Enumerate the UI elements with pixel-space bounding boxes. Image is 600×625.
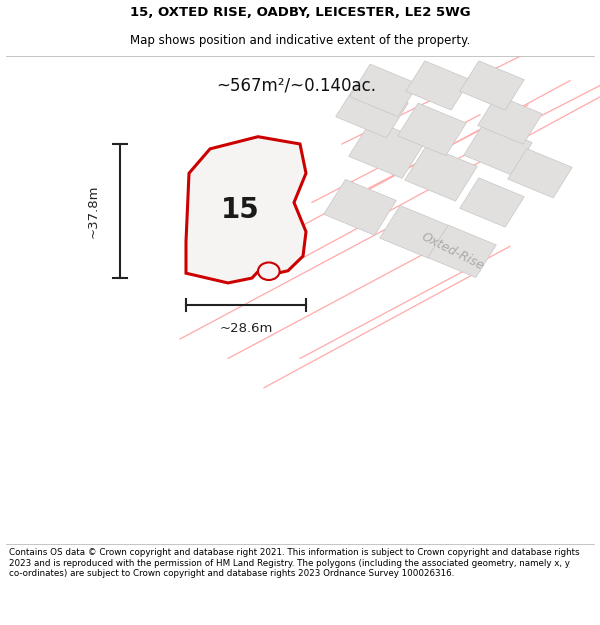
Text: 15: 15: [221, 196, 259, 224]
Bar: [508, 149, 572, 198]
Bar: [398, 103, 466, 156]
Polygon shape: [201, 181, 249, 234]
Text: ~28.6m: ~28.6m: [220, 322, 272, 335]
Text: Map shows position and indicative extent of the property.: Map shows position and indicative extent…: [130, 34, 470, 47]
Text: Contains OS data © Crown copyright and database right 2021. This information is : Contains OS data © Crown copyright and d…: [9, 548, 580, 578]
Bar: [380, 206, 448, 258]
Text: ~37.8m: ~37.8m: [86, 184, 100, 238]
Circle shape: [258, 262, 280, 280]
Bar: [406, 61, 470, 110]
Text: Oxted-Rise: Oxted-Rise: [419, 230, 487, 272]
Bar: [428, 225, 496, 278]
Bar: [349, 119, 425, 178]
Bar: [405, 146, 477, 201]
Bar: [460, 178, 524, 227]
Bar: [350, 64, 418, 117]
Text: 15, OXTED RISE, OADBY, LEICESTER, LE2 5WG: 15, OXTED RISE, OADBY, LEICESTER, LE2 5W…: [130, 6, 470, 19]
Bar: [464, 122, 532, 175]
Polygon shape: [186, 137, 306, 283]
Bar: [478, 95, 542, 144]
Bar: [324, 179, 396, 235]
Bar: [336, 82, 408, 138]
Text: ~567m²/~0.140ac.: ~567m²/~0.140ac.: [216, 76, 376, 94]
Bar: [460, 61, 524, 110]
